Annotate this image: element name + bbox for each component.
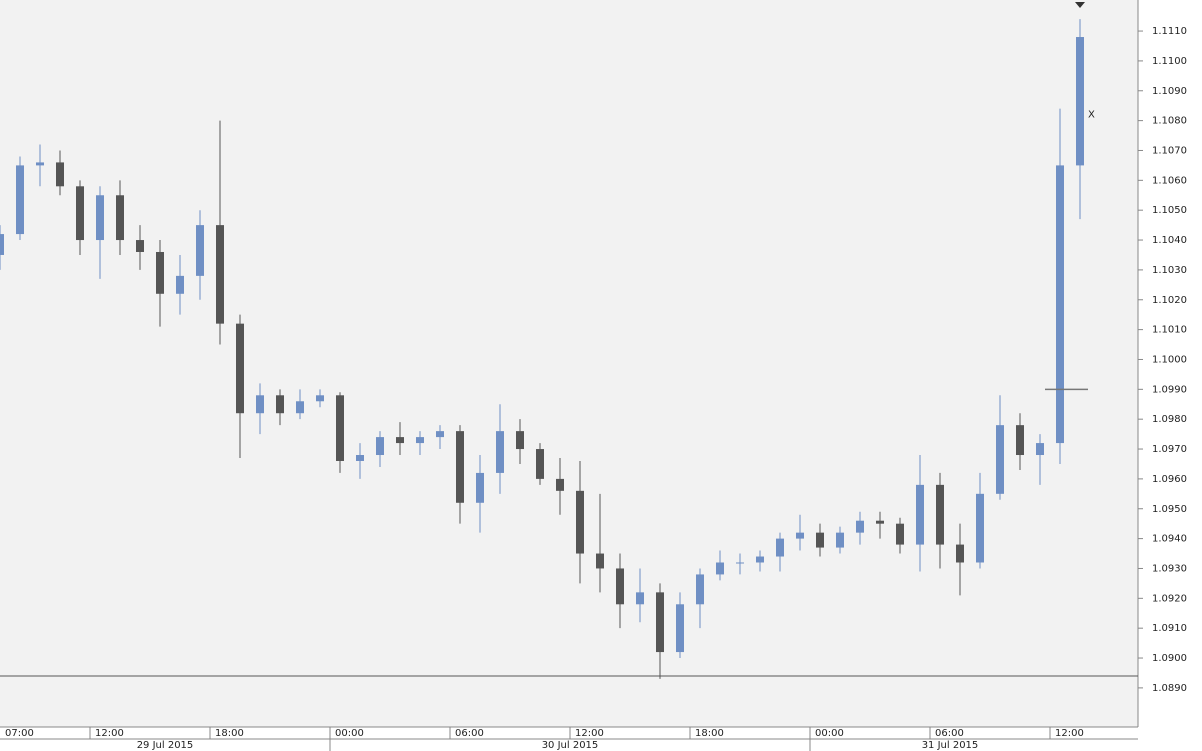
candle-body — [496, 431, 504, 473]
candle-body — [976, 493, 984, 563]
candle-body — [816, 532, 824, 548]
candle-body — [116, 195, 124, 241]
candle-body — [56, 162, 64, 187]
candle-body — [236, 323, 244, 414]
x-tick-label: 18:00 — [215, 728, 244, 739]
x-tick-label: 00:00 — [815, 728, 844, 739]
candle-body — [196, 225, 204, 276]
candle-body — [416, 437, 424, 444]
candle-body — [536, 449, 544, 479]
candle-body — [176, 275, 184, 294]
x-tick-label: 00:00 — [335, 728, 364, 739]
y-tick-label: 1.1090 — [1152, 86, 1187, 97]
candle-body — [796, 532, 804, 539]
candle-body — [996, 425, 1004, 494]
candle-body — [376, 437, 384, 456]
candle-body — [156, 251, 164, 294]
candle-body — [516, 431, 524, 450]
date-label: 29 Jul 2015 — [137, 740, 194, 751]
candle-body — [356, 455, 364, 461]
last-bar-marker — [1075, 2, 1085, 8]
candle-body — [1056, 165, 1064, 444]
candle-body — [776, 538, 784, 557]
x-tick-label: 18:00 — [695, 728, 724, 739]
candle-body — [456, 431, 464, 503]
y-tick-label: 1.0900 — [1152, 653, 1187, 664]
candle-body — [576, 490, 584, 554]
candle-body — [36, 162, 44, 166]
candle-body — [596, 553, 604, 569]
x-tick-label: 06:00 — [935, 728, 964, 739]
candle-body — [896, 523, 904, 545]
candle-body — [656, 592, 664, 653]
candle-body — [636, 592, 644, 605]
candle-body — [1036, 443, 1044, 456]
candle-body — [836, 532, 844, 548]
y-tick-label: 1.1000 — [1152, 354, 1187, 365]
y-tick-label: 1.1110 — [1152, 26, 1187, 37]
candle-body — [0, 234, 4, 255]
candle-body — [76, 186, 84, 241]
x-tick-label: 07:00 — [5, 728, 34, 739]
candle-body — [256, 395, 264, 414]
candle-body — [1076, 37, 1084, 166]
y-tick-label: 1.0970 — [1152, 444, 1187, 455]
candle-body — [736, 562, 744, 564]
candle-body — [696, 574, 704, 605]
annotation: X — [1088, 110, 1095, 121]
candle-body — [876, 520, 884, 524]
candle-body — [676, 604, 684, 653]
candle-body — [136, 240, 144, 252]
candle-body — [616, 568, 624, 605]
y-tick-label: 1.0920 — [1152, 593, 1187, 604]
y-tick-label: 1.1020 — [1152, 295, 1187, 306]
y-tick-label: 1.0910 — [1152, 623, 1187, 634]
y-tick-label: 1.0960 — [1152, 474, 1187, 485]
candle-body — [16, 165, 24, 235]
candle-body — [476, 472, 484, 503]
candle-body — [216, 225, 224, 324]
y-tick-label: 1.1100 — [1152, 56, 1187, 67]
y-tick-label: 1.0980 — [1152, 414, 1187, 425]
y-tick-label: 1.1050 — [1152, 205, 1187, 216]
candle-body — [556, 478, 564, 491]
candle-body — [956, 544, 964, 563]
y-tick-label: 1.0930 — [1152, 563, 1187, 574]
candle-body — [936, 484, 944, 545]
y-tick-label: 1.1010 — [1152, 325, 1187, 336]
candle-body — [396, 437, 404, 444]
candle-body — [276, 395, 284, 414]
candle-body — [756, 556, 764, 563]
price-axis-panel — [1138, 0, 1202, 727]
candle-body — [296, 401, 304, 414]
date-label: 31 Jul 2015 — [922, 740, 979, 751]
y-tick-label: 1.1040 — [1152, 235, 1187, 246]
y-tick-label: 1.1030 — [1152, 265, 1187, 276]
candle-body — [96, 195, 104, 241]
candle-body — [436, 431, 444, 438]
candle-body — [916, 484, 924, 545]
x-tick-label: 12:00 — [575, 728, 604, 739]
candle-body — [316, 395, 324, 402]
y-tick-label: 1.1080 — [1152, 116, 1187, 127]
candle-body — [336, 395, 344, 461]
y-tick-label: 1.0990 — [1152, 384, 1187, 395]
x-tick-label: 12:00 — [95, 728, 124, 739]
x-tick-label: 12:00 — [1055, 728, 1084, 739]
x-tick-label: 06:00 — [455, 728, 484, 739]
y-tick-label: 1.0950 — [1152, 504, 1187, 515]
y-tick-label: 1.0940 — [1152, 534, 1187, 545]
plot-background — [0, 0, 1138, 727]
candle-body — [856, 520, 864, 533]
candle-body — [1016, 425, 1024, 456]
y-tick-label: 1.0890 — [1152, 683, 1187, 694]
y-tick-label: 1.1060 — [1152, 175, 1187, 186]
date-label: 30 Jul 2015 — [542, 740, 599, 751]
y-tick-label: 1.1070 — [1152, 145, 1187, 156]
candle-body — [716, 562, 724, 575]
